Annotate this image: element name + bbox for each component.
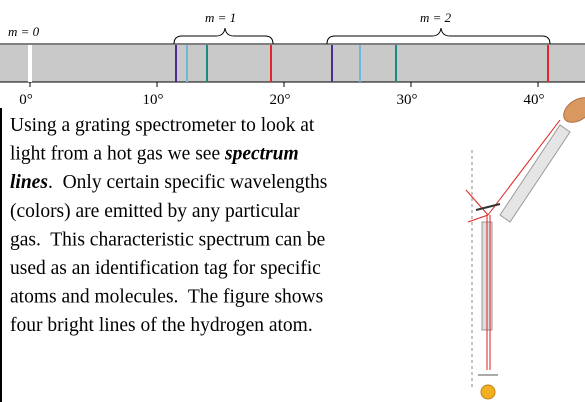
text-run: light from a hot gas we see	[10, 144, 225, 165]
ray	[487, 119, 561, 216]
spectrum-figure: m = 0 m = 1 m = 2 0° 10° 20° 30° 40°	[0, 10, 585, 108]
text-run: Using a grating spectrometer to look at	[10, 115, 315, 136]
text-run: (colors) are emitted by any particular	[10, 201, 300, 222]
text-run: used as an identification tag for specif…	[10, 258, 321, 279]
source	[480, 384, 496, 400]
tick-label: 40°	[524, 92, 545, 108]
ray	[467, 214, 489, 223]
tick-label: 20°	[270, 92, 291, 108]
tick-label: 30°	[397, 92, 418, 108]
emphasis: spectrum	[224, 144, 299, 165]
m1-label: m = 1	[205, 10, 236, 25]
eyepiece	[563, 97, 585, 123]
grating	[475, 203, 501, 211]
line-m0	[28, 45, 32, 82]
tick-label: 10°	[143, 92, 164, 108]
line-blue	[186, 45, 188, 82]
left-edge	[0, 108, 2, 402]
telescope	[499, 124, 571, 223]
m2-label: m = 2	[420, 10, 452, 25]
line-violet	[331, 45, 333, 82]
text-run: atoms and molecules. The figure shows	[10, 287, 323, 308]
line-teal	[395, 45, 397, 82]
body-text: Using a grating spectrometer to look at l…	[10, 115, 327, 336]
line-red	[270, 45, 272, 82]
m2-brace	[326, 27, 551, 45]
m1-brace	[173, 27, 274, 45]
line-violet	[175, 45, 177, 82]
text-run: gas. This characteristic spectrum can be	[10, 229, 325, 250]
strip	[0, 45, 585, 82]
text-run: . Only certain specific wavelengths	[48, 172, 327, 193]
m0-label: m = 0	[8, 24, 40, 39]
text-run: four bright lines of the hydrogen atom.	[10, 315, 313, 336]
line-blue	[359, 45, 361, 82]
tick-label: 0°	[19, 92, 33, 108]
spectrometer-diagram	[465, 97, 585, 400]
line-red	[547, 45, 549, 82]
emphasis: lines	[10, 172, 48, 193]
line-teal	[206, 45, 208, 82]
ray	[465, 189, 489, 216]
